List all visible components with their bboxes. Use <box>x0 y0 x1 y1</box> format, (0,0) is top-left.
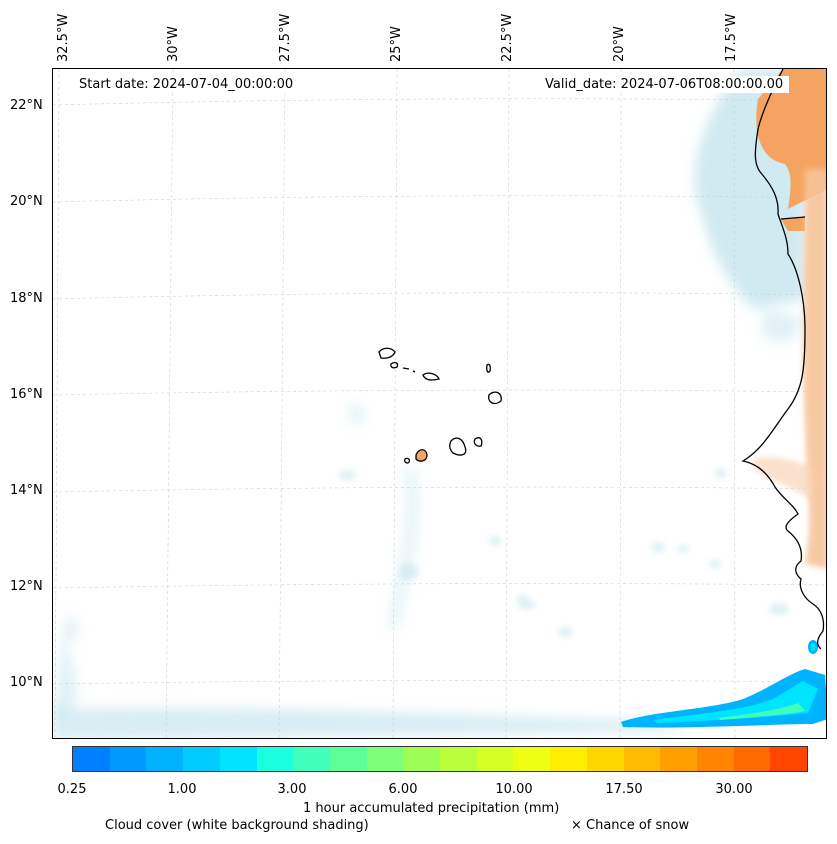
lat-label-10n: 10°N <box>10 675 43 690</box>
precipitation-colorbar <box>72 746 808 772</box>
start-date-label: Start date: 2024-07-04_00:00:00 <box>73 76 300 93</box>
lon-label-32-5w: 32.5°W <box>56 13 71 62</box>
colorbar-segment <box>770 747 808 771</box>
colorbar-segment <box>183 747 220 771</box>
lon-label-17-5w: 17.5°W <box>724 13 739 62</box>
colorbar-tick: 6.00 <box>388 782 418 797</box>
colorbar-segment <box>293 747 330 771</box>
colorbar-tick: 10.00 <box>495 782 533 797</box>
colorbar-segment <box>256 747 294 771</box>
lon-label-30w: 30°W <box>166 26 181 62</box>
lon-label-22-5w: 22.5°W <box>500 13 515 62</box>
colorbar-segment <box>623 747 661 771</box>
colorbar-segment <box>329 747 367 771</box>
scattered-cloud-cells <box>338 468 789 637</box>
lat-label-18n: 18°N <box>10 291 43 306</box>
lon-label-25w: 25°W <box>389 26 404 62</box>
colorbar-segment <box>109 747 147 771</box>
cloud-cover-shading <box>53 69 805 738</box>
colorbar-segment <box>513 747 551 771</box>
lat-label-16n: 16°N <box>10 387 43 402</box>
colorbar-segment <box>586 747 624 771</box>
lat-label-20n: 20°N <box>10 194 43 209</box>
colorbar-segment <box>733 747 771 771</box>
snow-legend: × Chance of snow <box>571 818 690 833</box>
precipitation-band <box>621 640 826 728</box>
colorbar-segment <box>440 747 477 771</box>
colorbar-segment <box>146 747 184 771</box>
lat-label-12n: 12°N <box>10 579 43 594</box>
fogo-island-shaded <box>415 449 428 462</box>
coastline <box>741 69 825 650</box>
colorbar-tick: 3.00 <box>277 782 307 797</box>
colorbar-segment <box>696 747 734 771</box>
colorbar-segment <box>476 747 514 771</box>
map-panel[interactable] <box>52 68 827 739</box>
map-canvas <box>53 69 826 738</box>
colorbar-segment <box>366 747 404 771</box>
colorbar-segment <box>219 747 257 771</box>
lat-label-14n: 14°N <box>10 483 43 498</box>
colorbar-segment <box>403 747 441 771</box>
colorbar-tick: 1.00 <box>167 782 197 797</box>
cloud-cover-legend: Cloud cover (white background shading) <box>105 818 369 833</box>
valid-date-label: Valid_date: 2024-07-06T08:00:00.00 <box>539 76 790 93</box>
lon-label-27-5w: 27.5°W <box>278 13 293 62</box>
colorbar-tick: 17.50 <box>605 782 643 797</box>
lat-label-22n: 22°N <box>10 98 43 113</box>
colorbar-label: 1 hour accumulated precipitation (mm) <box>303 801 560 816</box>
lon-label-20w: 20°W <box>612 26 627 62</box>
land-precip-shading <box>753 69 826 569</box>
colorbar-segment <box>73 747 110 771</box>
colorbar-tick: 30.00 <box>715 782 753 797</box>
colorbar-tick: 0.25 <box>57 782 87 797</box>
colorbar-segment <box>550 747 587 771</box>
cape-verde-islands <box>378 347 502 464</box>
colorbar-segment <box>660 747 697 771</box>
